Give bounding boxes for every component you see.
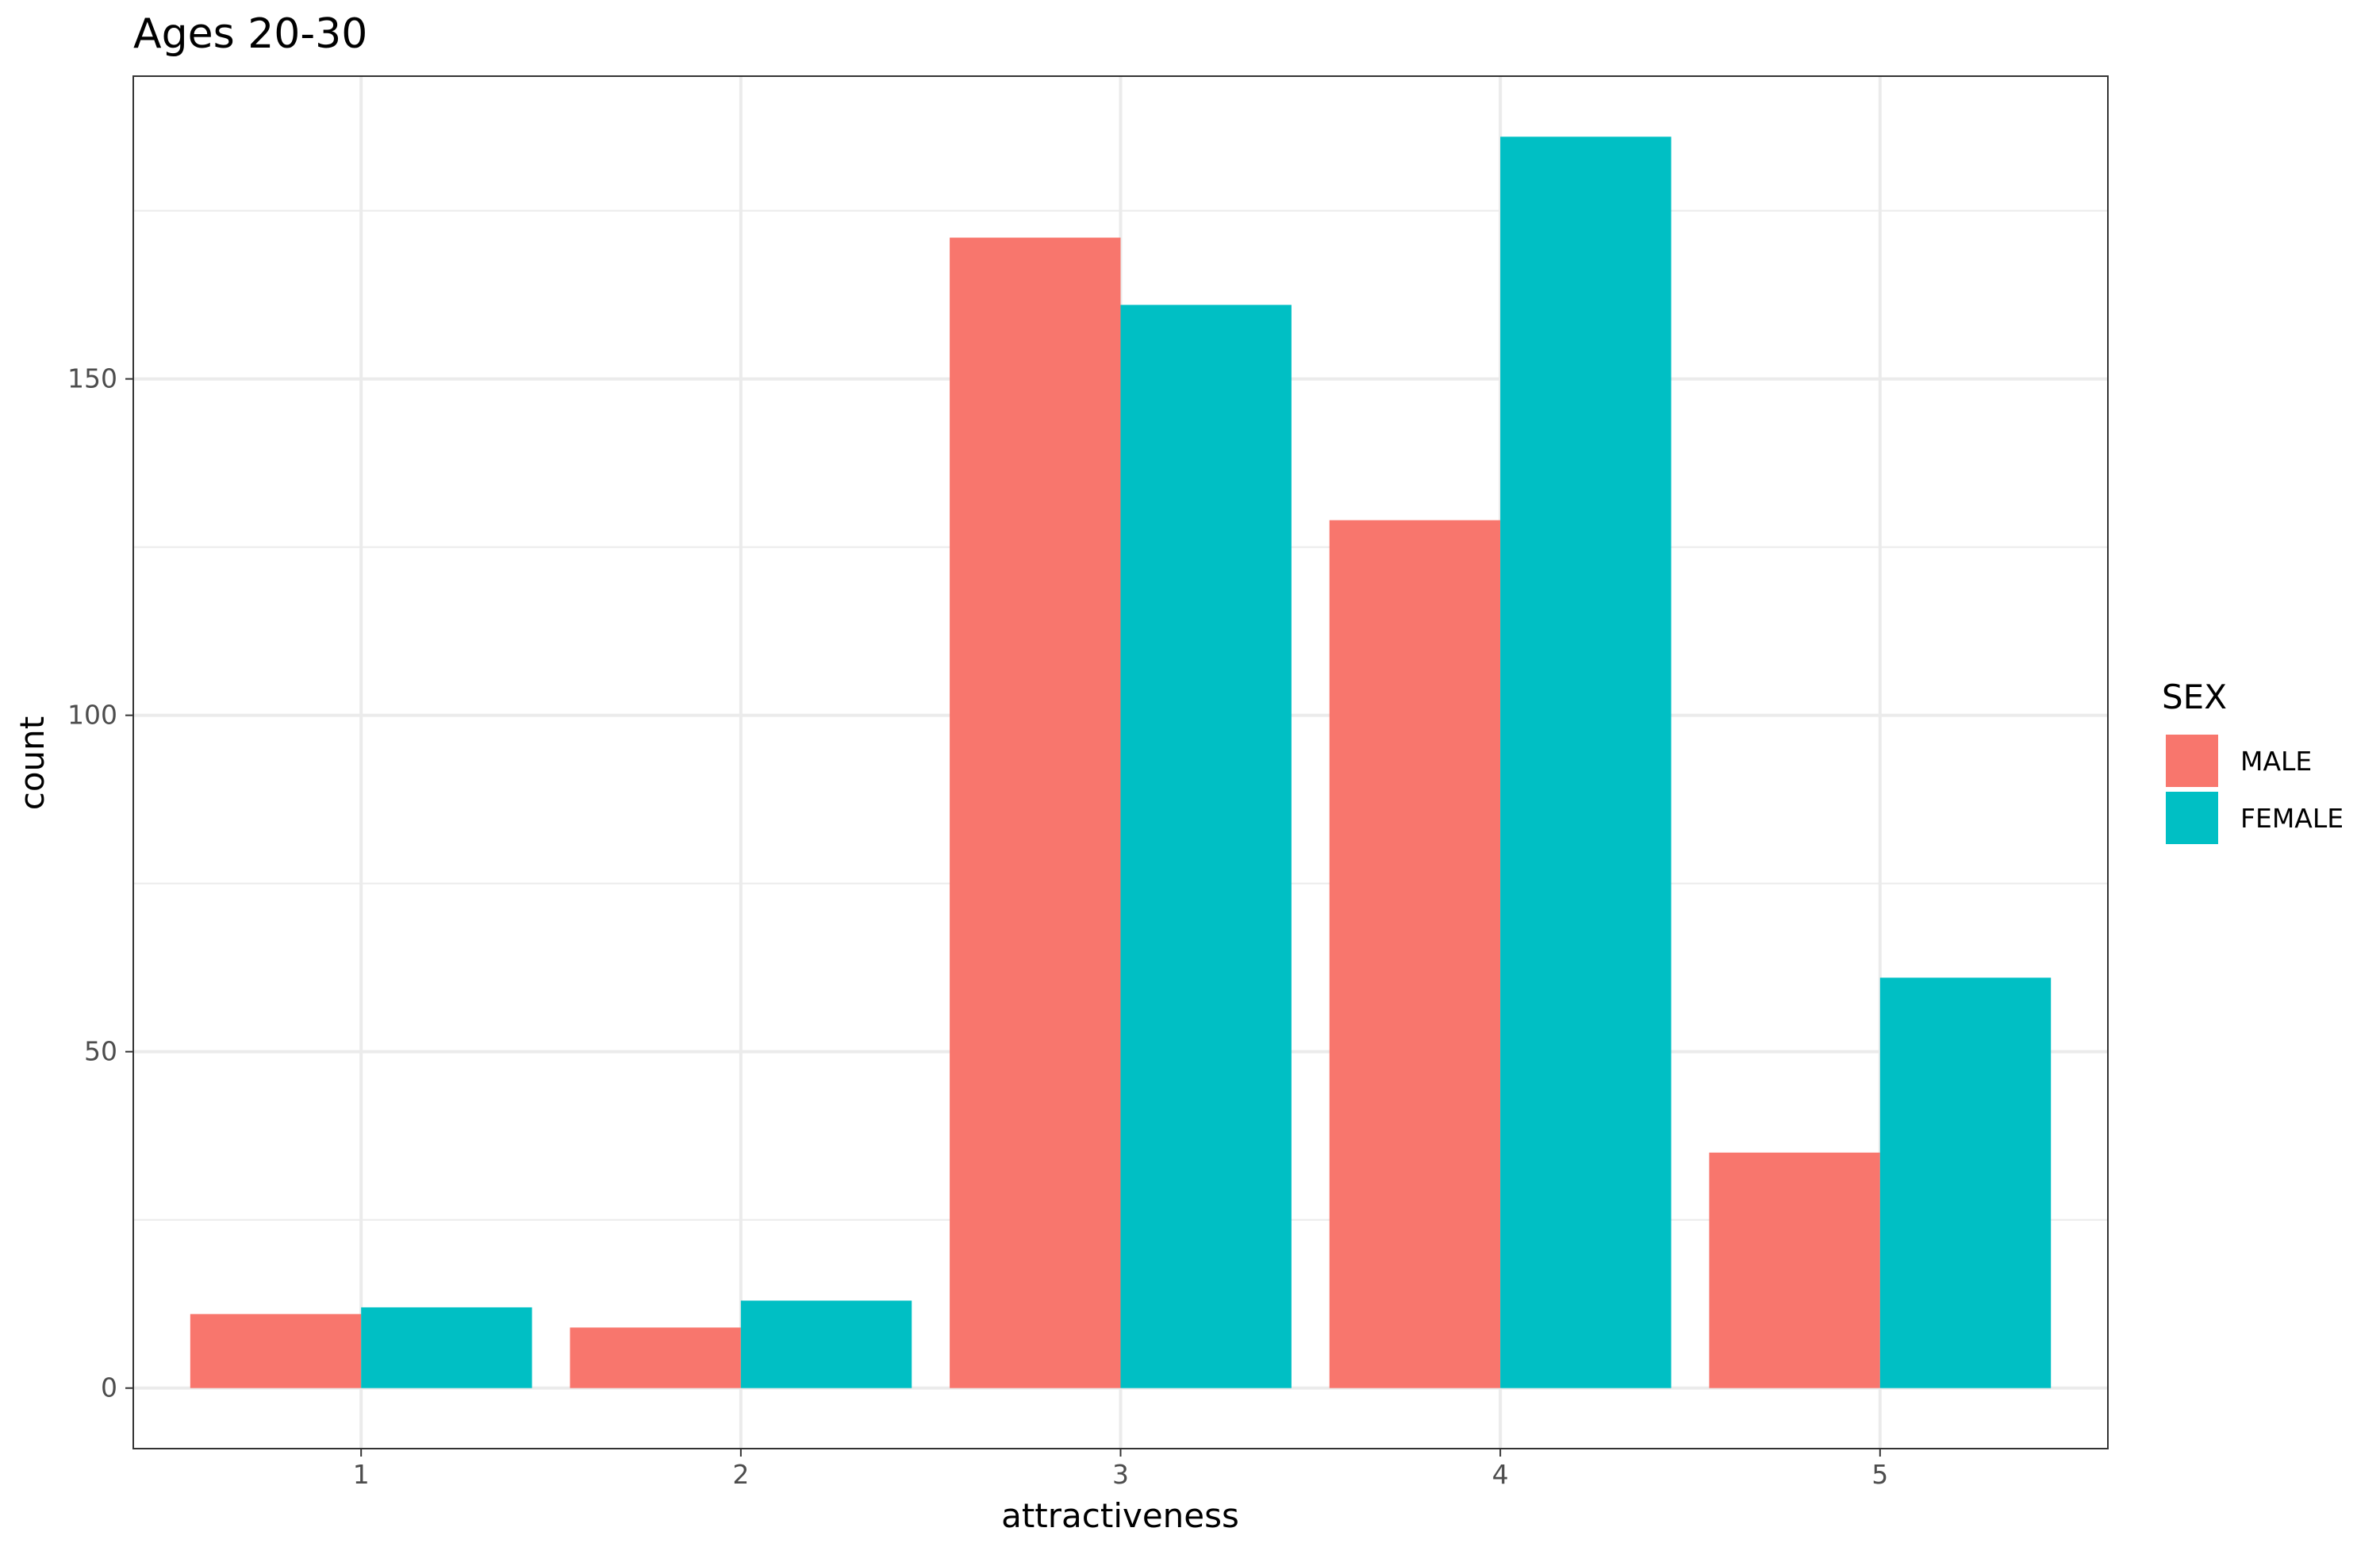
bar-female-2	[740, 1300, 912, 1388]
legend-title: SEX	[2162, 678, 2227, 716]
x-tick-label: 2	[732, 1459, 749, 1490]
y-axis-title: count	[13, 716, 52, 811]
y-tick-label: 50	[84, 1036, 117, 1067]
x-axis-title: attractiveness	[1001, 1496, 1239, 1535]
y-tick-label: 100	[67, 700, 117, 731]
bars	[190, 136, 2052, 1388]
bar-female-5	[1879, 977, 2052, 1388]
x-tick-label: 5	[1871, 1459, 1888, 1490]
y-tick-label: 150	[67, 363, 117, 394]
axes: 0 50 100 150 1 2 3 4 5	[67, 363, 1888, 1490]
bar-male-1	[190, 1314, 362, 1388]
bar-female-1	[361, 1307, 532, 1388]
x-tick-label: 3	[1112, 1459, 1129, 1490]
legend-key-male	[2166, 735, 2218, 787]
bar-male-2	[570, 1327, 741, 1388]
legend-label-male: MALE	[2240, 746, 2312, 777]
legend-label-female: FEMALE	[2240, 803, 2344, 834]
bar-female-3	[1120, 305, 1292, 1388]
bar-male-5	[1709, 1152, 1880, 1388]
legend: SEX MALE FEMALE	[2162, 678, 2344, 844]
bar-female-4	[1500, 136, 1672, 1388]
legend-key-female	[2166, 792, 2218, 844]
bar-male-3	[950, 237, 1121, 1388]
x-tick-label: 4	[1492, 1459, 1509, 1490]
chart-title: Ages 20-30	[133, 10, 367, 58]
x-tick-label: 1	[353, 1459, 370, 1490]
y-tick-label: 0	[101, 1372, 117, 1403]
bar-male-4	[1329, 520, 1501, 1388]
legend-items: MALE FEMALE	[2166, 735, 2344, 844]
